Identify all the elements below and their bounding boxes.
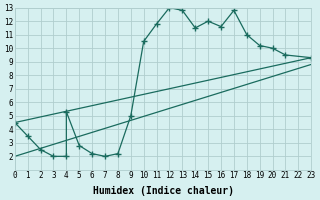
X-axis label: Humidex (Indice chaleur): Humidex (Indice chaleur) (92, 186, 234, 196)
